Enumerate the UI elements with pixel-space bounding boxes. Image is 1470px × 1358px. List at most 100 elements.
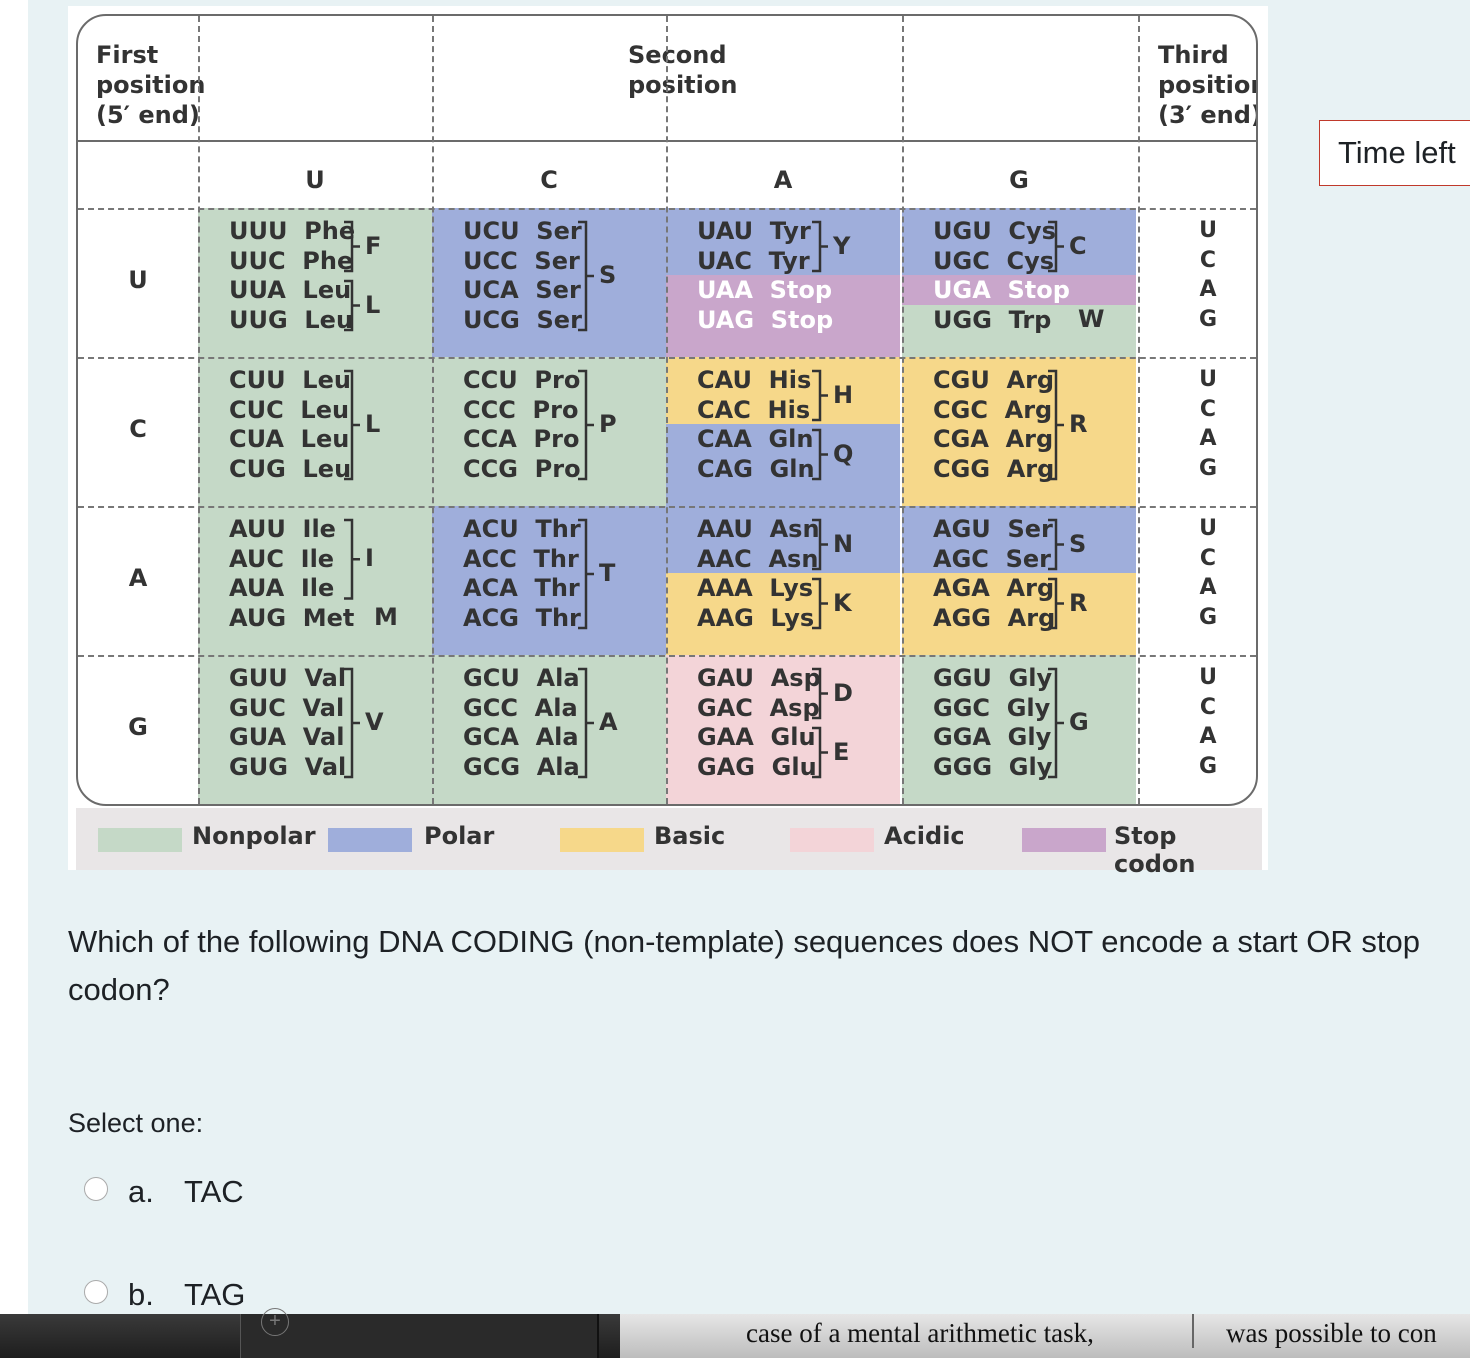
codon-color-band <box>902 208 1136 246</box>
third-position-label: U <box>1199 665 1217 690</box>
codon-color-band <box>902 394 1136 424</box>
amino-acid-letter: S <box>1069 529 1087 558</box>
codon-color-band <box>198 394 432 424</box>
amino-acid-letter: N <box>833 529 854 558</box>
bracket <box>344 518 354 600</box>
bracket <box>578 667 588 779</box>
bracket <box>578 220 588 332</box>
codon-color-band <box>198 275 432 305</box>
bracket-group <box>812 220 828 273</box>
codon-entry: UAC Tyr <box>697 246 810 275</box>
amino-acid-letter: S <box>599 261 617 289</box>
codon-color-band <box>198 751 432 804</box>
codon-color-band <box>902 751 1136 804</box>
option-text: TAG <box>184 1277 246 1312</box>
codon-color-band <box>432 602 666 655</box>
codon-entry: CGG Arg <box>933 454 1055 483</box>
bracket <box>578 518 588 630</box>
codon-color-band <box>902 453 1136 506</box>
bracket <box>1048 518 1058 571</box>
codon-color-band <box>198 655 432 693</box>
codon-entry: ACA Thr <box>463 574 580 602</box>
codon-color-band <box>432 394 666 424</box>
column-divider <box>666 16 668 804</box>
bracket <box>344 279 354 332</box>
codon-entry: UCC Ser <box>463 246 580 275</box>
bracket <box>1048 369 1058 481</box>
header-line: position <box>628 71 738 99</box>
codon-entry: GCU Ala <box>463 664 580 692</box>
codon-entry: AAG Lys <box>697 603 815 632</box>
codon-entry: AUG Met <box>229 603 355 632</box>
amino-acid-letter: G <box>1069 708 1089 736</box>
radio-b[interactable] <box>84 1280 108 1304</box>
codon-color-band <box>198 722 432 752</box>
bracket <box>812 667 822 720</box>
header-line: Second <box>628 41 727 69</box>
bracket <box>812 220 822 273</box>
codon-color-band <box>666 543 900 573</box>
amino-acid-letter: A <box>599 708 618 736</box>
codon-entry: GGG Gly <box>933 752 1053 781</box>
third-position-label: G <box>1198 306 1218 332</box>
codon-entry: GUC Val <box>229 693 345 722</box>
document-divider <box>1192 1314 1194 1348</box>
bracket <box>812 577 822 630</box>
codon-color-band <box>198 424 432 454</box>
second-position-C: C <box>540 166 558 194</box>
legend-swatch <box>1022 828 1106 852</box>
bracket <box>812 726 822 779</box>
amino-acid-letter: E <box>833 737 850 766</box>
codon-entry: GAC Asp <box>697 693 820 722</box>
codon-color-band <box>902 245 1136 275</box>
codon-entry: GGA Gly <box>933 723 1052 751</box>
third-position-label: C <box>1199 396 1217 422</box>
codon-entry: GGC Gly <box>933 693 1051 722</box>
column-divider <box>432 16 434 804</box>
amino-acid-letter: M <box>374 602 398 631</box>
codon-entry: GUG Val <box>229 752 347 781</box>
bracket-group <box>1048 667 1064 779</box>
first-position-G: G <box>128 713 148 741</box>
legend-label: Nonpolar <box>192 822 316 850</box>
amino-acid-letter: R <box>1069 410 1088 438</box>
legend-label: Polar <box>424 822 495 850</box>
bracket-group <box>1048 220 1064 273</box>
bracket-group <box>1048 518 1064 630</box>
codon-color-band <box>432 424 666 454</box>
codon-entry: UAA Stop <box>697 276 833 304</box>
codon-entry: GCA Ala <box>463 723 579 751</box>
amino-acid-letter: R <box>1069 588 1088 617</box>
legend-swatch <box>328 828 412 852</box>
third-position-label: A <box>1199 724 1217 749</box>
legend-swatch <box>560 828 644 852</box>
codon-entry: UGA Stop <box>933 276 1070 304</box>
codon-color-band <box>432 304 666 357</box>
codon-entry: UGU Cys <box>933 217 1056 245</box>
legend-swatch <box>98 828 182 852</box>
amino-acid-letter: L <box>365 410 381 438</box>
codon-entry: GUU Val <box>229 664 347 692</box>
codon-color-band <box>198 692 432 722</box>
bracket <box>578 369 588 481</box>
codon-color-band <box>432 275 666 305</box>
third-position-label: C <box>1199 545 1217 571</box>
codon-entry: CCU Pro <box>463 366 581 394</box>
first-position-C: C <box>129 415 147 443</box>
radio-a[interactable] <box>84 1177 108 1201</box>
third-position-label: G <box>1198 604 1218 630</box>
bracket <box>812 518 822 571</box>
codon-color-band <box>198 208 432 246</box>
codon-color-band <box>666 304 900 357</box>
header-line: (3′ end) <box>1158 101 1258 129</box>
codon-entry: CAU His <box>697 366 812 394</box>
codon-color-band <box>666 573 900 603</box>
codon-color-band <box>432 655 666 693</box>
codon-color-band <box>902 424 1136 454</box>
add-icon[interactable]: + <box>261 1308 289 1336</box>
codon-entry: CCA Pro <box>463 425 580 453</box>
codon-entry: AGA Arg <box>933 574 1055 602</box>
time-left-label: Time left <box>1338 135 1456 170</box>
document-text-left: case of a mental arithmetic task, <box>746 1318 1094 1348</box>
codon-entry: CUG Leu <box>229 454 352 483</box>
